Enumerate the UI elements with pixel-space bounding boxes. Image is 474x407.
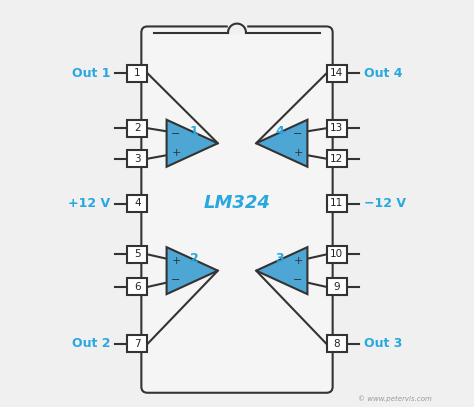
Text: Out 4: Out 4 [364,67,402,80]
Text: −12 V: −12 V [364,197,406,210]
Bar [327,65,347,82]
Text: +12 V: +12 V [68,197,110,210]
Text: Out 3: Out 3 [364,337,402,350]
Text: 10: 10 [330,249,343,259]
Bar [327,278,347,295]
Polygon shape [256,120,308,167]
Text: +: + [171,256,181,266]
Text: −: − [171,129,181,139]
Text: 9: 9 [333,282,340,292]
Text: 13: 13 [330,123,343,133]
Text: 12: 12 [330,154,343,164]
Bar [327,195,347,212]
Text: LM324: LM324 [203,195,271,212]
Text: −: − [171,275,181,285]
Text: +: + [171,148,181,158]
Text: Out 1: Out 1 [72,67,110,80]
Text: 2: 2 [134,123,141,133]
Text: 3: 3 [275,252,284,265]
Bar [127,195,147,212]
Text: +: + [293,148,303,158]
Text: 4: 4 [134,199,141,208]
Bar [127,150,147,167]
Text: +: + [293,256,303,266]
Bar [127,335,147,352]
Polygon shape [166,247,218,294]
Text: 4: 4 [275,125,284,138]
Bar [327,120,347,137]
Text: 2: 2 [190,252,199,265]
Bar [327,246,347,263]
Text: 1: 1 [134,68,141,78]
Text: 6: 6 [134,282,141,292]
Text: 3: 3 [134,154,141,164]
Text: −: − [293,275,303,285]
Bar [327,150,347,167]
Bar [127,278,147,295]
Text: Out 2: Out 2 [72,337,110,350]
Bar [127,120,147,137]
Text: −: − [293,129,303,139]
Polygon shape [166,120,218,167]
Text: 5: 5 [134,249,141,259]
Bar [127,65,147,82]
Text: 7: 7 [134,339,141,349]
Text: 8: 8 [333,339,340,349]
Bar [327,335,347,352]
Polygon shape [256,247,308,294]
Text: 14: 14 [330,68,343,78]
Text: © www.petervis.com: © www.petervis.com [358,396,432,402]
Text: 11: 11 [330,199,343,208]
FancyBboxPatch shape [141,26,333,393]
Text: 1: 1 [190,125,199,138]
Bar [127,246,147,263]
